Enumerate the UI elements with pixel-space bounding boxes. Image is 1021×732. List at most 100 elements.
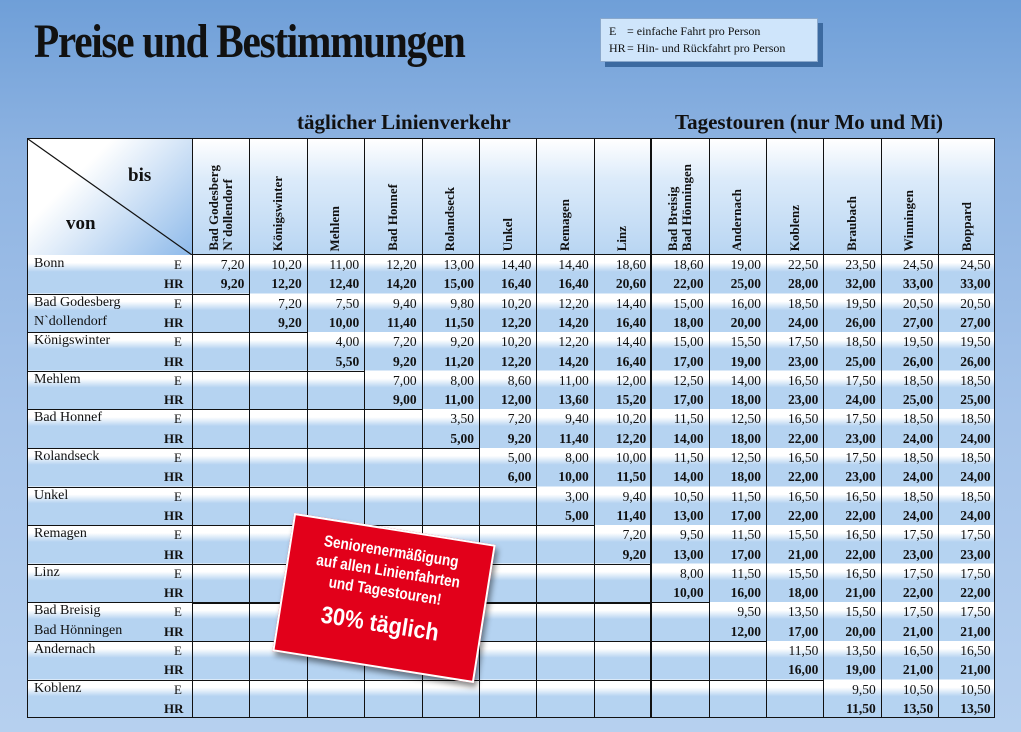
price-return: 11,40 — [386, 314, 417, 330]
price-single: 16,50 — [788, 450, 819, 465]
column-header: Bad Breisig Bad Hönningen — [651, 139, 708, 255]
origin-label: Unkel — [34, 487, 69, 503]
origin-label: Linz — [34, 564, 60, 580]
origin-label: Königswinter — [34, 333, 111, 349]
column-header-label: Bad Breisig Bad Hönningen — [664, 163, 694, 251]
fare-type-return: HR — [164, 546, 184, 562]
price-return: 19,00 — [845, 662, 876, 678]
price-return: 13,60 — [558, 392, 589, 408]
price-return: 25,00 — [960, 392, 991, 408]
price-return: 22,00 — [788, 469, 819, 485]
legend-row: E = einfache Fahrt pro Person — [609, 23, 809, 40]
price-single: 15,00 — [673, 334, 704, 350]
price-return: 23,00 — [845, 469, 876, 485]
price-return: 12,20 — [501, 314, 532, 330]
column-header-label: Bad Honnef — [384, 184, 400, 251]
price-single: 17,50 — [845, 372, 876, 388]
price-return: 26,00 — [960, 353, 991, 369]
price-return: 23,00 — [845, 430, 876, 446]
price-single: 10,50 — [673, 488, 704, 504]
price-single: 17,50 — [845, 411, 876, 427]
price-single: 12,20 — [558, 334, 589, 350]
price-single: 8,00 — [450, 372, 474, 388]
price-return: 22,00 — [673, 276, 704, 292]
price-single: 12,50 — [673, 372, 704, 388]
price-return: 9,20 — [507, 430, 532, 446]
column-divider — [593, 139, 595, 717]
page-title: Preise und Bestimmungen — [34, 15, 466, 68]
table-corner: bis von — [28, 139, 192, 255]
column-header-label: Unkel — [499, 217, 515, 251]
price-return: 12,20 — [271, 276, 302, 292]
price-return: 17,00 — [673, 392, 704, 408]
column-divider — [708, 139, 710, 717]
price-return: 17,00 — [788, 623, 819, 639]
price-return: 19,00 — [730, 353, 761, 369]
legend-code: E — [609, 24, 617, 38]
price-return: 23,00 — [902, 546, 934, 562]
fare-type-return: HR — [164, 623, 184, 639]
legend-text: = Hin- und Rückfahrt pro Person — [627, 41, 786, 55]
stair-divider — [192, 332, 307, 334]
price-return: 9,20 — [278, 314, 302, 330]
price-return: 22,00 — [845, 546, 876, 562]
fare-type-single: E — [174, 681, 182, 697]
fare-type-return: HR — [164, 276, 184, 292]
price-return: 18,00 — [673, 314, 704, 330]
row-group-divider — [28, 563, 192, 565]
origin-label: Andernach — [34, 642, 96, 657]
price-single: 16,50 — [845, 565, 876, 581]
column-header: Rolandseck — [422, 139, 479, 255]
price-single: 9,50 — [852, 681, 876, 697]
price-return: 24,00 — [960, 430, 991, 446]
column-header: Königswinter — [249, 139, 306, 255]
price-single: 9,40 — [392, 295, 417, 311]
price-single: 18,50 — [788, 295, 819, 311]
price-return: 11,40 — [559, 430, 589, 446]
price-single: 10,50 — [960, 681, 991, 697]
price-single: 7,20 — [507, 411, 532, 427]
price-single: 15,50 — [788, 565, 819, 581]
price-single: 12,50 — [730, 450, 761, 465]
price-return: 14,00 — [673, 430, 704, 446]
fare-type-return: HR — [164, 353, 184, 369]
column-divider — [421, 139, 423, 717]
price-single: 11,00 — [558, 372, 589, 388]
price-single: 7,20 — [392, 334, 417, 350]
price-single: 10,00 — [615, 450, 647, 465]
fare-type-single: E — [174, 643, 182, 658]
price-single: 15,00 — [673, 295, 704, 311]
origin-label: Rolandseck — [34, 449, 100, 464]
price-single: 9,80 — [450, 295, 474, 311]
price-return: 23,00 — [788, 392, 819, 408]
column-header-label: Bad Godesberg N`dollendorf — [205, 165, 235, 251]
column-header-label: Boppard — [958, 201, 974, 251]
price-single: 16,50 — [788, 488, 819, 504]
fare-type-single: E — [174, 488, 182, 504]
price-single: 9,50 — [679, 527, 704, 543]
column-header-label: Rolandseck — [442, 186, 458, 251]
price-return: 23,00 — [788, 353, 819, 369]
price-single: 19,00 — [730, 257, 761, 272]
price-return: 27,00 — [902, 314, 934, 330]
price-return: 27,00 — [960, 314, 991, 330]
price-single: 10,50 — [902, 681, 934, 697]
price-single: 18,50 — [960, 450, 991, 465]
price-return: 12,40 — [328, 276, 360, 292]
price-single: 22,50 — [788, 257, 819, 272]
price-return: 20,00 — [730, 314, 761, 330]
price-return: 10,00 — [558, 469, 589, 485]
price-return: 24,00 — [902, 507, 934, 523]
column-header: Andernach — [709, 139, 766, 255]
price-return: 16,40 — [501, 276, 532, 292]
price-single: 8,60 — [507, 372, 532, 388]
price-return: 11,50 — [616, 469, 647, 485]
price-return: 26,00 — [902, 353, 934, 369]
price-return: 9,00 — [392, 392, 417, 408]
price-return: 21,00 — [845, 585, 876, 601]
price-single: 13,50 — [845, 643, 876, 658]
price-single: 11,50 — [731, 488, 761, 504]
row-group-divider — [28, 486, 192, 488]
price-single: 18,50 — [902, 488, 934, 504]
fare-type-single: E — [174, 450, 182, 465]
